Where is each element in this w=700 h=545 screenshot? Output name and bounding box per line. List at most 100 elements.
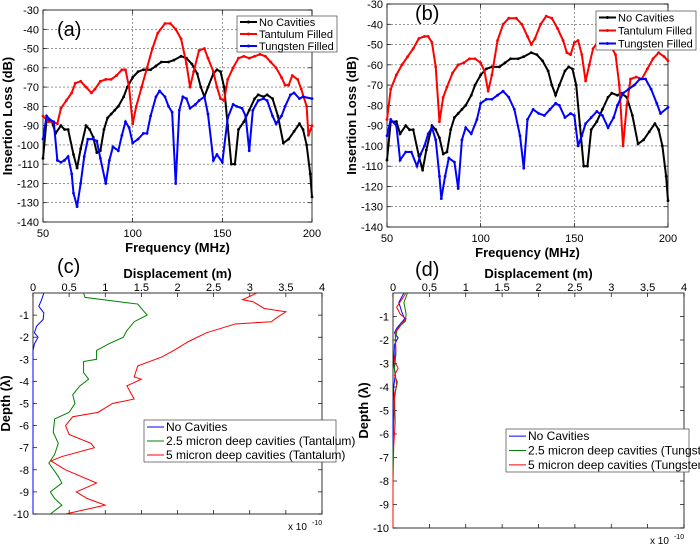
- data-point: [197, 99, 201, 102]
- data-point: [645, 67, 649, 71]
- data-point: [453, 116, 456, 119]
- y-tick-label: -60: [367, 60, 383, 72]
- data-point: [612, 116, 616, 119]
- data-point: [222, 99, 226, 102]
- data-point: [601, 114, 604, 117]
- data-point: [307, 133, 310, 137]
- data-point: [247, 56, 251, 60]
- data-point: [569, 112, 572, 115]
- data-point: [486, 89, 490, 93]
- y-tick-label: -2: [379, 335, 389, 347]
- data-point: [194, 103, 197, 106]
- data-point: [389, 118, 393, 121]
- data-point: [544, 14, 548, 18]
- data-point: [430, 126, 434, 130]
- data-point: [660, 144, 664, 148]
- data-point: [419, 152, 423, 156]
- data-point: [404, 150, 408, 154]
- data-point: [434, 65, 438, 69]
- data-point: [192, 70, 196, 74]
- data-point: [242, 54, 246, 58]
- axis-exponent: -10: [312, 520, 322, 527]
- data-point: [172, 58, 176, 62]
- y-tick-label: -140: [361, 222, 383, 234]
- x-tick-label: 1.5: [494, 282, 509, 294]
- series-line-3: [49, 292, 288, 515]
- data-point: [574, 83, 578, 87]
- data-point: [63, 158, 66, 162]
- y-axis-label: Insertion Loss (dB): [0, 57, 15, 175]
- y-tick-label: -70: [367, 80, 383, 92]
- data-point: [156, 31, 160, 35]
- y-tick-label: -130: [361, 202, 383, 214]
- data-point: [475, 118, 479, 121]
- data-point: [484, 97, 488, 101]
- y-tick-label: -7: [19, 443, 29, 455]
- data-point: [520, 22, 524, 26]
- data-point: [131, 141, 135, 145]
- data-point: [389, 87, 393, 91]
- data-point: [469, 132, 473, 136]
- data-point: [666, 59, 670, 63]
- x-tick-label: 100: [123, 228, 141, 240]
- data-point: [627, 87, 631, 91]
- data-point: [653, 122, 657, 126]
- x-tick-label: 1: [102, 282, 108, 294]
- x-axis-label: Displacement (m): [484, 266, 592, 281]
- data-point: [90, 91, 93, 95]
- data-point: [595, 120, 599, 123]
- data-point: [537, 112, 541, 115]
- y-tick-label: -110: [362, 161, 383, 173]
- data-point: [507, 95, 511, 99]
- data-point: [251, 108, 255, 112]
- legend-marker: [247, 32, 250, 36]
- y-tick-label: -10: [373, 523, 389, 535]
- x-tick-label: 2: [535, 282, 541, 294]
- data-point: [649, 87, 653, 91]
- legend-label: 2.5 micron deep cavities (Tungsten): [528, 444, 700, 458]
- y-tick-label: -4: [19, 376, 29, 388]
- panel-label: (a): [57, 19, 81, 41]
- y-tick-label: -1: [379, 312, 389, 324]
- data-point: [460, 108, 464, 111]
- x-axis-label: Frequency (MHz): [475, 245, 580, 260]
- data-point: [158, 89, 161, 93]
- data-point: [177, 108, 181, 112]
- data-point: [104, 77, 108, 81]
- x-tick-label: 0.5: [61, 282, 76, 294]
- y-tick-label: -3: [379, 359, 389, 371]
- panel-label: (d): [415, 259, 439, 281]
- data-point: [533, 37, 537, 40]
- data-point: [305, 104, 309, 108]
- data-point: [546, 69, 550, 73]
- series-line-1: [32, 292, 45, 514]
- data-point: [91, 137, 95, 141]
- data-point: [498, 65, 501, 69]
- y-tick-label: -5: [379, 406, 389, 418]
- data-point: [280, 114, 283, 118]
- data-point: [244, 114, 248, 118]
- data-point: [179, 54, 183, 58]
- data-point: [556, 26, 559, 30]
- data-point: [247, 108, 251, 112]
- data-point: [447, 156, 451, 160]
- y-tick-label: -100: [361, 141, 383, 153]
- data-point: [445, 150, 449, 154]
- data-point: [167, 104, 170, 108]
- data-point: [219, 70, 222, 74]
- data-point: [75, 166, 79, 170]
- data-point: [496, 93, 499, 97]
- data-point: [41, 137, 45, 141]
- data-point: [473, 57, 477, 61]
- data-point: [299, 87, 303, 91]
- data-point: [206, 112, 210, 116]
- y-tick-label: -10: [13, 509, 29, 521]
- data-point: [589, 116, 593, 119]
- data-point: [305, 143, 309, 147]
- legend-label: 2.5 micron deep cavities (Tantalum): [166, 434, 355, 448]
- data-point: [657, 128, 661, 132]
- data-point: [451, 71, 454, 75]
- data-point: [385, 158, 389, 162]
- data-point: [86, 137, 90, 141]
